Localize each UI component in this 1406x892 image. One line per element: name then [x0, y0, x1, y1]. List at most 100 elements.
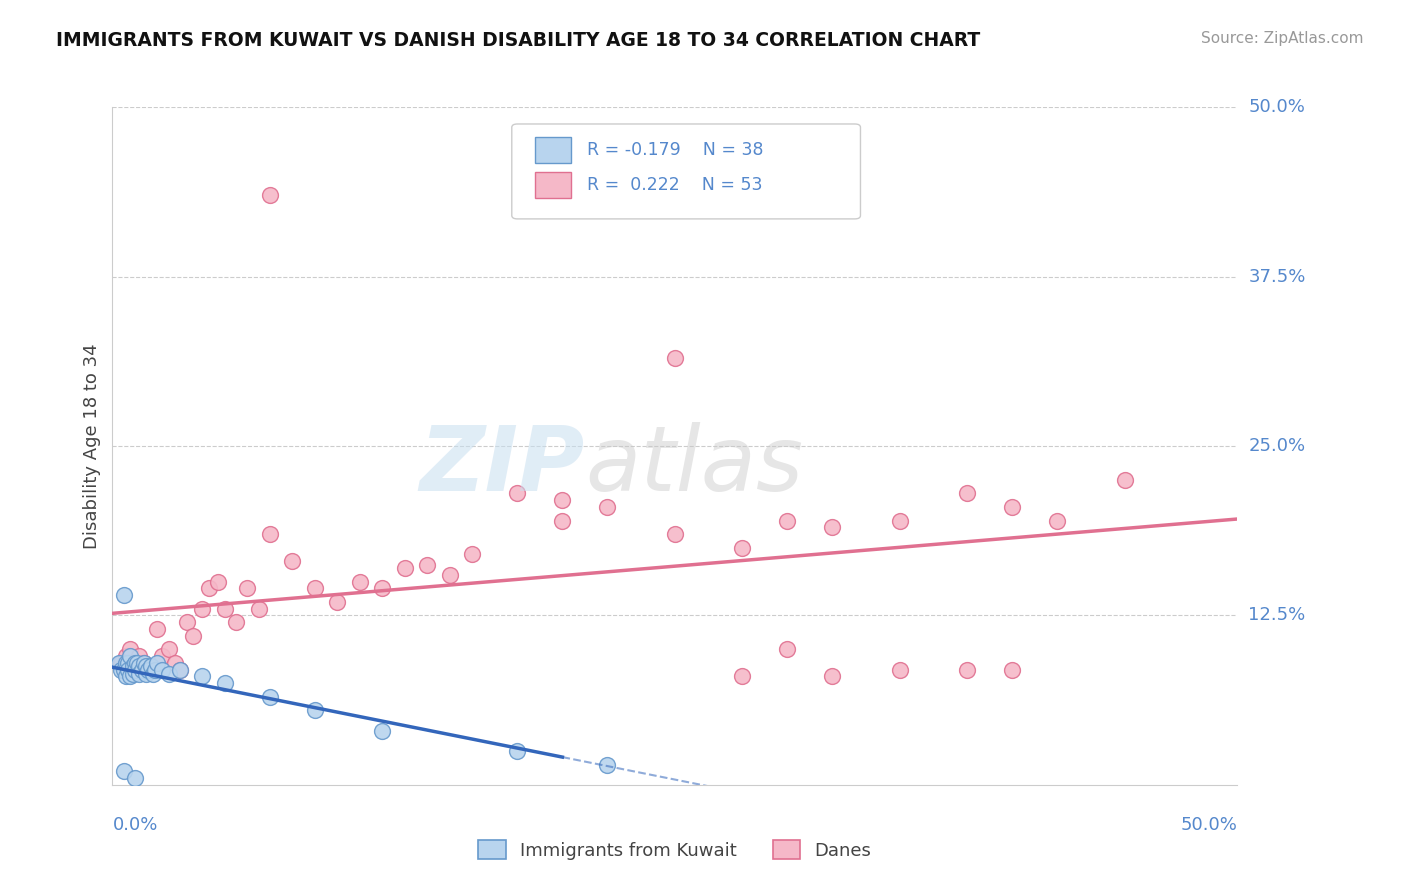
Point	[394, 561, 416, 575]
Point	[142, 666, 165, 681]
Point	[461, 548, 484, 562]
Y-axis label: Disability Age 18 to 34: Disability Age 18 to 34	[83, 343, 101, 549]
Point	[110, 656, 132, 670]
Point	[135, 658, 157, 673]
Point	[439, 567, 461, 582]
Point	[776, 514, 799, 528]
Point	[127, 656, 149, 670]
Point	[138, 658, 160, 673]
Text: 12.5%: 12.5%	[1249, 607, 1306, 624]
Point	[214, 676, 236, 690]
Point	[956, 486, 979, 500]
Point	[259, 690, 281, 704]
Point	[821, 520, 844, 534]
Point	[776, 642, 799, 657]
Point	[124, 663, 146, 677]
Point	[128, 649, 150, 664]
Text: 50.0%: 50.0%	[1249, 98, 1305, 116]
Point	[1046, 514, 1069, 528]
Point	[371, 723, 394, 738]
Point	[124, 656, 146, 670]
Point	[150, 663, 173, 677]
Point	[596, 757, 619, 772]
Legend: Immigrants from Kuwait, Danes: Immigrants from Kuwait, Danes	[471, 833, 879, 867]
Text: ZIP: ZIP	[419, 422, 585, 510]
Point	[281, 554, 304, 568]
Point	[506, 486, 529, 500]
Point	[115, 649, 138, 664]
Point	[1001, 500, 1024, 514]
Point	[236, 582, 259, 596]
Point	[198, 582, 221, 596]
Point	[551, 493, 574, 508]
Point	[889, 514, 911, 528]
Point	[115, 656, 138, 670]
Point	[247, 601, 270, 615]
Point	[135, 666, 157, 681]
Point	[889, 663, 911, 677]
Point	[132, 656, 155, 670]
Text: R =  0.222    N = 53: R = 0.222 N = 53	[588, 176, 762, 194]
Point	[146, 622, 169, 636]
Text: atlas: atlas	[585, 422, 803, 510]
Point	[115, 669, 138, 683]
FancyBboxPatch shape	[512, 124, 860, 219]
Point	[207, 574, 229, 589]
Point	[143, 663, 166, 677]
Point	[110, 663, 132, 677]
Point	[956, 663, 979, 677]
Point	[191, 601, 214, 615]
Point	[157, 666, 180, 681]
Point	[304, 582, 326, 596]
Point	[176, 615, 198, 630]
Text: 25.0%: 25.0%	[1249, 437, 1306, 455]
Point	[731, 541, 754, 555]
Point	[157, 642, 180, 657]
Point	[169, 663, 191, 677]
Text: 37.5%: 37.5%	[1249, 268, 1306, 285]
Point	[142, 663, 165, 677]
Point	[371, 582, 394, 596]
Point	[326, 595, 349, 609]
Point	[108, 656, 131, 670]
Text: 50.0%: 50.0%	[1181, 816, 1237, 834]
Point	[183, 629, 205, 643]
Point	[138, 663, 160, 677]
Point	[259, 188, 281, 202]
Point	[169, 663, 191, 677]
Point	[117, 656, 139, 670]
Point	[551, 514, 574, 528]
Text: R = -0.179    N = 38: R = -0.179 N = 38	[588, 141, 763, 159]
Point	[120, 642, 142, 657]
Point	[416, 558, 439, 573]
Point	[120, 669, 142, 683]
Point	[259, 527, 281, 541]
Text: Source: ZipAtlas.com: Source: ZipAtlas.com	[1201, 31, 1364, 46]
Point	[121, 658, 143, 673]
Point	[146, 656, 169, 670]
Point	[596, 500, 619, 514]
Point	[117, 663, 139, 677]
Point	[112, 588, 135, 602]
Point	[506, 744, 529, 758]
Point	[304, 703, 326, 717]
FancyBboxPatch shape	[536, 136, 571, 162]
Point	[124, 663, 146, 677]
Point	[120, 649, 142, 664]
Point	[821, 669, 844, 683]
Point	[139, 658, 162, 673]
Point	[191, 669, 214, 683]
Point	[349, 574, 371, 589]
Text: IMMIGRANTS FROM KUWAIT VS DANISH DISABILITY AGE 18 TO 34 CORRELATION CHART: IMMIGRANTS FROM KUWAIT VS DANISH DISABIL…	[56, 31, 980, 50]
Point	[165, 656, 187, 670]
Point	[664, 351, 686, 365]
Point	[128, 658, 150, 673]
Point	[124, 771, 146, 785]
Point	[128, 666, 150, 681]
Point	[132, 656, 155, 670]
Point	[150, 649, 173, 664]
Text: 0.0%: 0.0%	[112, 816, 157, 834]
Point	[664, 527, 686, 541]
Point	[121, 666, 143, 681]
Point	[225, 615, 247, 630]
